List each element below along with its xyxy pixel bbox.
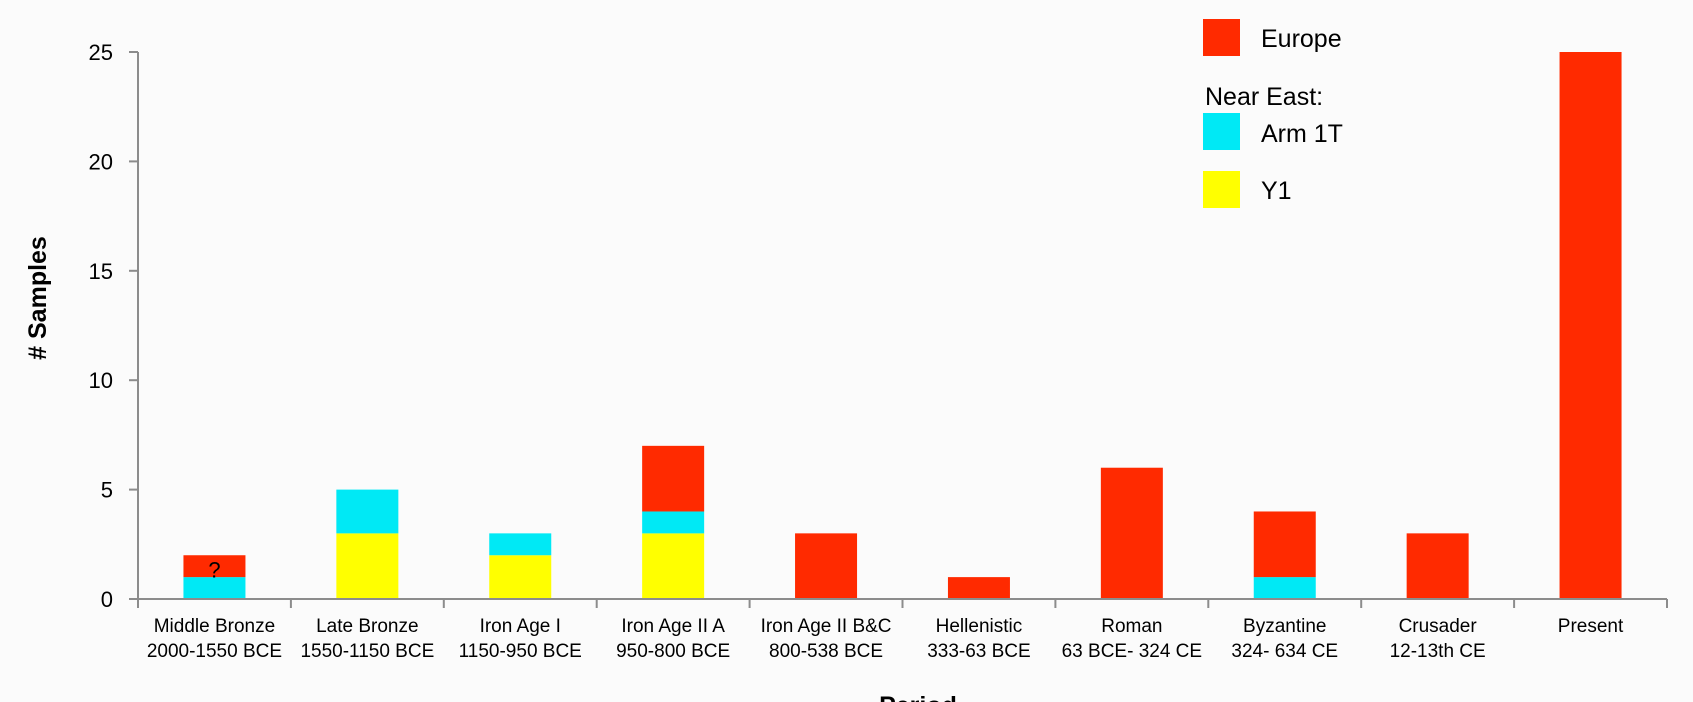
y-tick-label: 25 (89, 40, 113, 65)
legend-label-arm: Arm 1T (1261, 120, 1343, 148)
legend-label-europe: Europe (1261, 25, 1342, 53)
y-tick-label: 10 (89, 368, 113, 393)
y-axis: 0 5 10 15 20 25 (89, 40, 139, 612)
category-label: Iron Age II A (621, 616, 725, 637)
bar-segment-europe (795, 533, 858, 599)
category-sublabel: 63 BCE- 324 CE (1062, 641, 1202, 662)
bar-segment-y1 (489, 555, 552, 599)
y-tick-label: 20 (89, 149, 113, 174)
bar-segment-europe (642, 445, 705, 512)
y-tick-label: 15 (89, 259, 113, 284)
bar-segment-arm-1t (1253, 577, 1316, 599)
category-label: Late Bronze (316, 616, 418, 637)
bar-segment-arm-1t (336, 489, 399, 534)
category-label: Hellenistic (936, 616, 1023, 637)
uncertain-annotation: ? (208, 557, 220, 582)
bar-segment-y1 (336, 533, 399, 599)
legend-swatch-europe (1203, 19, 1240, 56)
legend: Europe Near East: Arm 1T Y1 (1203, 19, 1343, 208)
x-axis: Middle Bronze 2000-1550 BCE Late Bronze 155… (137, 598, 1668, 662)
bars: ? (183, 52, 1622, 599)
category-label: Middle Bronze (154, 616, 275, 637)
category-label: Present (1558, 616, 1624, 637)
bar-segment-europe (1253, 511, 1316, 578)
bar-segment-arm-1t (489, 533, 552, 556)
category-sublabel: 950-800 BCE (616, 641, 730, 662)
legend-swatch-y1 (1203, 171, 1240, 208)
category-sublabel: 12-13th CE (1390, 641, 1486, 662)
y-tick-label: 5 (101, 478, 113, 503)
bar-segment-europe (1100, 467, 1163, 599)
y-tick-label: 0 (101, 587, 113, 612)
category-sublabel: 1550-1150 BCE (300, 641, 434, 662)
category-label: Byzantine (1243, 616, 1326, 637)
category-label: Iron Age II B&C (761, 616, 892, 637)
bar-segment-arm-1t (642, 511, 705, 534)
category-sublabel: 1150-950 BCE (459, 641, 582, 662)
category-label: Crusader (1399, 616, 1478, 637)
bar-segment-europe (183, 555, 246, 578)
bar-segment-europe (947, 577, 1010, 599)
x-axis-label: Period (879, 692, 957, 702)
bar-segment-arm-1t (183, 577, 246, 599)
category-label: Roman (1101, 616, 1162, 637)
legend-group-label: Near East: (1205, 83, 1323, 111)
legend-label-y1: Y1 (1261, 177, 1292, 205)
bar-segment-y1 (642, 533, 705, 599)
bar-segment-europe (1406, 533, 1469, 599)
y-axis-label: # Samples (24, 236, 52, 360)
category-label: Iron Age I (480, 616, 561, 637)
category-sublabel: 2000-1550 BCE (147, 641, 282, 662)
category-sublabel: 324- 634 CE (1231, 641, 1338, 662)
category-sublabel: 333-63 BCE (927, 641, 1031, 662)
category-sublabel: 800-538 BCE (769, 641, 883, 662)
bar-segment-europe (1559, 52, 1622, 599)
legend-swatch-arm (1203, 113, 1240, 150)
